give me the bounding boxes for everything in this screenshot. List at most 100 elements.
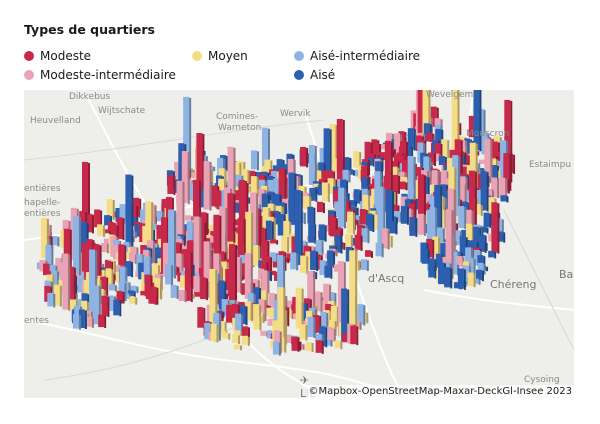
bar-column-side: [395, 221, 398, 235]
bar-column: [319, 260, 326, 276]
bar-column: [81, 161, 88, 231]
map-view[interactable]: Dikkebus Wijtschate Heuvelland Comines- …: [24, 90, 574, 398]
bar-column-side: [134, 231, 137, 239]
bar-column: [303, 196, 310, 210]
bar-column: [47, 292, 54, 307]
bar-column: [197, 307, 204, 328]
bar-column-side: [202, 134, 205, 202]
place-label: Dikkebus: [69, 92, 111, 102]
bar-column-side: [73, 267, 76, 307]
bar-column-side: [395, 217, 398, 224]
bar-column: [85, 214, 92, 233]
place-label: Wijtschate: [98, 106, 146, 116]
bar-column: [253, 316, 260, 330]
bar-column: [316, 201, 323, 213]
bar-column-side: [87, 162, 90, 232]
bar-column-side: [323, 163, 326, 177]
bar-column-side: [359, 152, 362, 169]
bar-column-side: [239, 257, 242, 294]
bar-column: [458, 206, 465, 229]
bar-column-side: [296, 253, 299, 271]
legend-item-modeste: Modeste: [24, 49, 91, 63]
bar-column-side: [287, 258, 290, 264]
bar-column-side: [445, 198, 448, 214]
bar-column: [285, 214, 292, 222]
bar-column: [200, 251, 207, 271]
bar-column-side: [136, 286, 139, 294]
bar-column-side: [256, 151, 259, 171]
bar-column: [200, 277, 207, 300]
bar-column-side: [203, 308, 206, 329]
bar-column-side: [390, 141, 393, 210]
bar-column-side: [90, 311, 93, 322]
bar-column-side: [59, 285, 62, 307]
bar-column: [44, 285, 51, 302]
bar-column-side: [311, 342, 314, 352]
bar-column: [318, 224, 325, 241]
bar-column-side: [264, 300, 267, 321]
bar-column: [79, 271, 86, 279]
bar-column: [110, 225, 117, 242]
bar-column: [491, 141, 498, 161]
bar-column: [463, 265, 470, 281]
bar-column: [318, 179, 325, 190]
bar-column: [261, 239, 268, 261]
bar-column: [225, 316, 232, 323]
bar-column: [391, 204, 398, 212]
bar-column: [89, 249, 96, 316]
bar-column: [497, 231, 504, 242]
bar-column: [364, 141, 371, 161]
bar-column: [348, 200, 355, 212]
bar-column-side: [248, 197, 251, 204]
bar-column: [373, 142, 380, 160]
bar-column-side: [276, 240, 279, 245]
bar-column: [320, 311, 327, 333]
bar-column: [92, 285, 99, 325]
bar-column: [218, 320, 225, 333]
bar-column: [381, 228, 388, 249]
bar-column: [191, 172, 198, 179]
bar-column: [307, 270, 314, 320]
bar-column: [367, 157, 374, 166]
bar-column-side: [404, 132, 407, 141]
bar-column: [324, 265, 331, 278]
bar-column: [458, 183, 465, 203]
bar-column: [384, 140, 391, 209]
bar-column-side: [171, 265, 174, 286]
bar-column: [332, 158, 339, 173]
bar-column: [291, 236, 298, 254]
bar-column-side: [91, 215, 94, 234]
bar-column: [250, 176, 257, 196]
bar-column: [473, 226, 480, 248]
bar-column: [72, 314, 79, 329]
bar-column-side: [192, 294, 195, 299]
bar-column: [217, 157, 224, 176]
legend-label: Aisé: [310, 68, 336, 82]
bar-column-side: [381, 243, 384, 258]
bar-column: [468, 115, 475, 138]
bar-column: [475, 269, 482, 281]
legend-item-modeste-intermediaire: Modeste-intermédiaire: [24, 68, 176, 82]
bar-column: [173, 242, 180, 264]
place-label: entières: [24, 184, 61, 194]
bar-column: [429, 195, 436, 217]
bar-column-side: [124, 245, 127, 266]
bar-column-side: [477, 151, 480, 156]
bar-column: [465, 247, 472, 269]
bar-column: [310, 250, 317, 270]
bar-column: [401, 159, 408, 181]
bar-column-side: [506, 196, 509, 203]
bar-column-side: [49, 225, 52, 247]
bar-column-side: [340, 341, 343, 350]
bar-column: [438, 262, 445, 285]
bar-column-side: [262, 313, 265, 324]
bar-column: [488, 250, 495, 258]
bar-column-side: [483, 109, 486, 139]
place-label: Warneton: [218, 123, 262, 133]
bar-column-side: [335, 249, 338, 257]
bar-column: [307, 316, 314, 338]
bar-column-side: [225, 207, 228, 267]
bar-column: [286, 253, 293, 262]
bar-column: [386, 189, 393, 229]
bar-column: [321, 182, 328, 201]
